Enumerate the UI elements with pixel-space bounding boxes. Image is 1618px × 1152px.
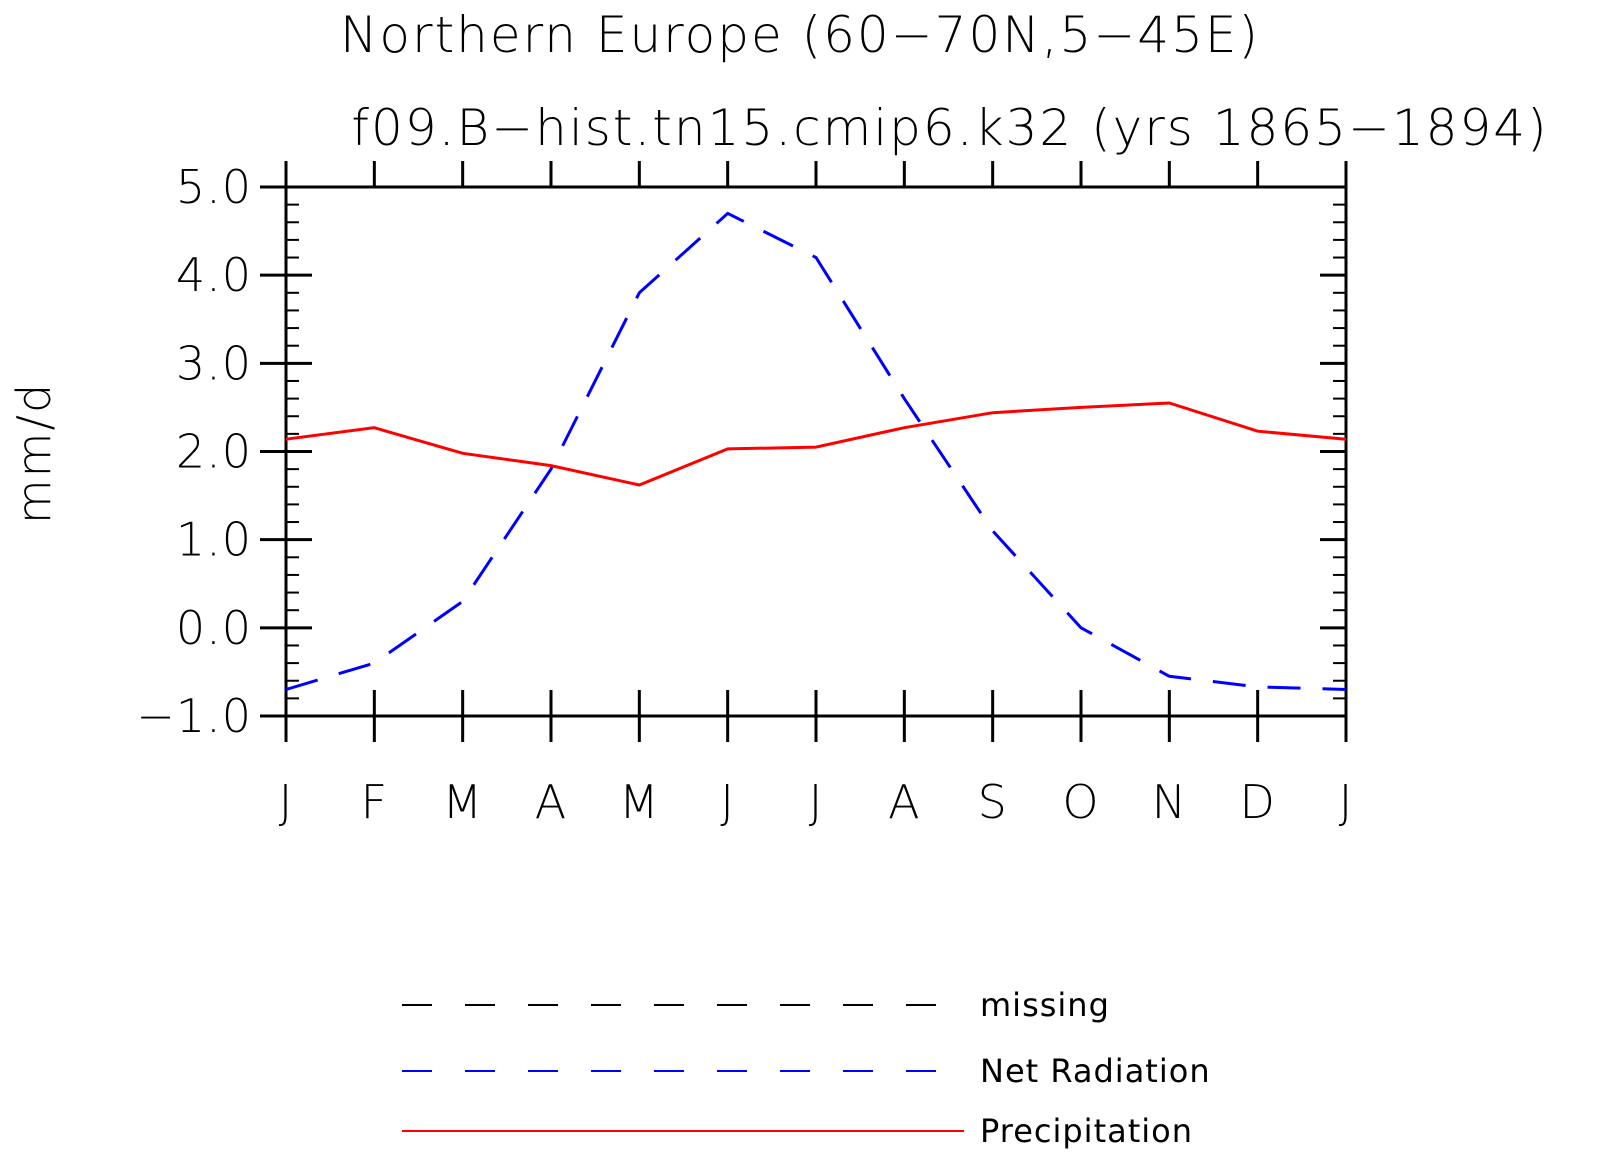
y-tick-label: 2.0 bbox=[176, 425, 252, 479]
chart-subtitle: f09.B−hist.tn15.cmip6.k32 (yrs 1865−1894… bbox=[351, 99, 1548, 157]
x-tick-label: J bbox=[720, 775, 735, 829]
y-tick-label: 3.0 bbox=[176, 336, 252, 390]
x-tick-label: N bbox=[1152, 775, 1187, 829]
x-tick-label: F bbox=[361, 775, 388, 829]
plot-area bbox=[284, 185, 1348, 718]
y-tick-label: 1.0 bbox=[176, 513, 252, 567]
y-tick-labels: 5.0 4.0 3.0 2.0 1.0 0.0 −1.0 bbox=[136, 160, 252, 743]
y-tick-label: 4.0 bbox=[176, 248, 252, 302]
plot-frame bbox=[284, 185, 1348, 718]
x-tick-label: A bbox=[888, 775, 920, 829]
x-tick-label: A bbox=[535, 775, 567, 829]
y-tick-label: −1.0 bbox=[136, 689, 252, 743]
x-tick-label: M bbox=[442, 775, 483, 829]
x-tick-label: J bbox=[1339, 775, 1354, 829]
x-tick-label: J bbox=[809, 775, 824, 829]
x-tick-label: O bbox=[1062, 775, 1099, 829]
series-layer bbox=[285, 211, 1347, 691]
series-line-precipitation bbox=[285, 401, 1347, 487]
x-tick-label: M bbox=[619, 775, 660, 829]
series-line-net-radiation bbox=[285, 211, 1347, 691]
y-axis-label: mm/d bbox=[7, 382, 61, 524]
y-tick-label: 5.0 bbox=[176, 160, 252, 214]
legend-label: Precipitation bbox=[980, 1112, 1193, 1150]
axis-ticks bbox=[260, 161, 1348, 742]
x-tick-label: J bbox=[279, 775, 294, 829]
x-tick-label: S bbox=[978, 775, 1008, 829]
legend: missing Net Radiation Precipitation bbox=[402, 986, 1211, 1150]
y-tick-label: 0.0 bbox=[176, 601, 252, 655]
chart-title: Northern Europe (60−70N,5−45E) bbox=[340, 6, 1260, 64]
x-tick-label: D bbox=[1239, 775, 1275, 829]
legend-label: Net Radiation bbox=[980, 1052, 1211, 1090]
legend-label: missing bbox=[980, 986, 1110, 1024]
